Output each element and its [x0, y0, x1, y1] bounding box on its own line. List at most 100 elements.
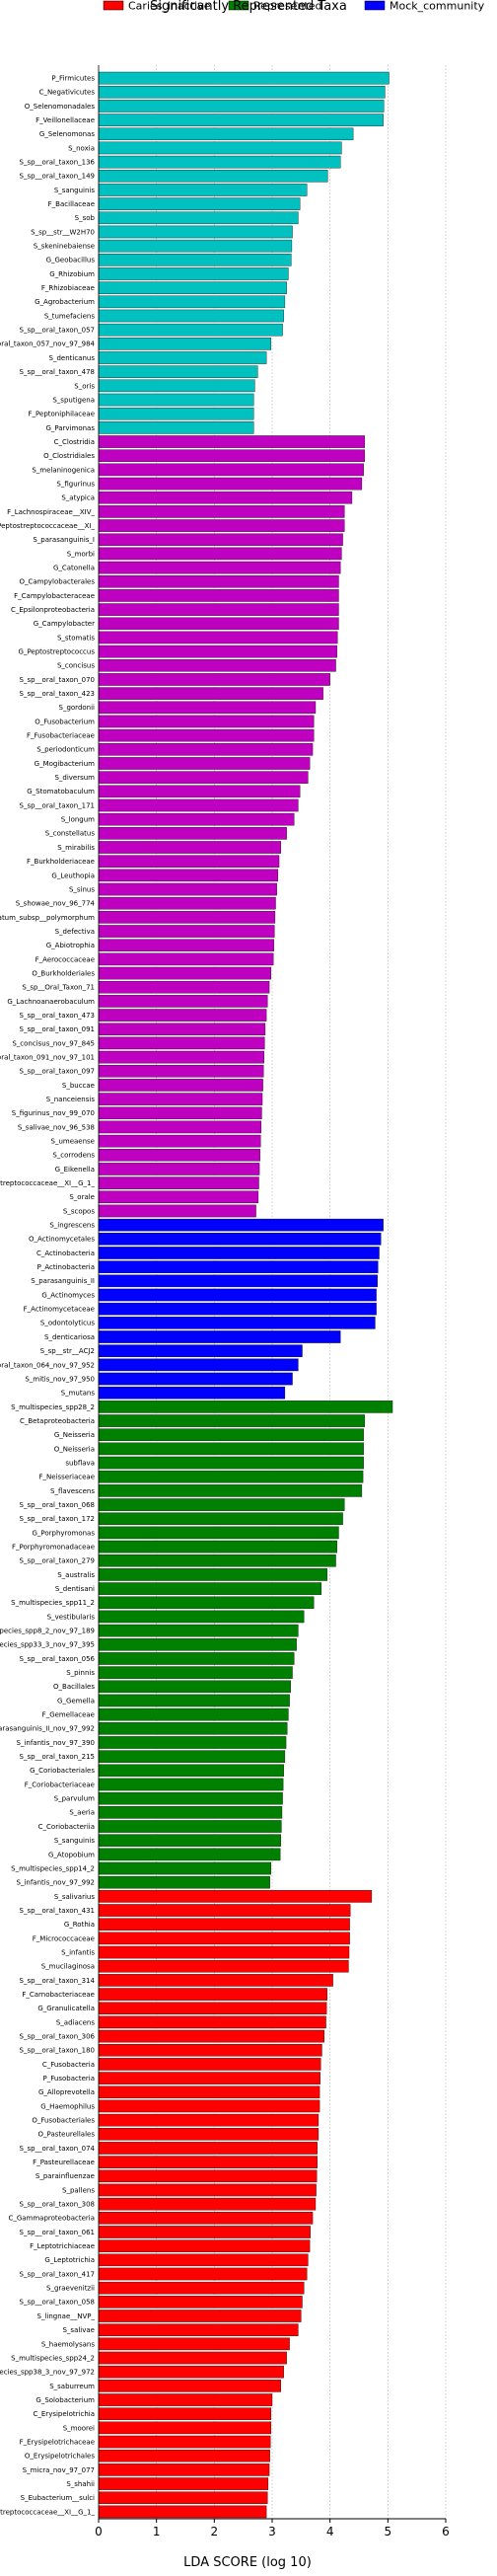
lda-bar	[98, 2281, 305, 2295]
taxon-label: G_Solobacterium	[36, 2396, 95, 2404]
lda-bar	[98, 267, 289, 280]
lda-bar	[98, 1820, 282, 1833]
taxon-label: F_Peptostreptococcaceae__XI__G_1_	[0, 1179, 95, 1187]
taxon-label: S_tumefaciens	[44, 312, 96, 320]
taxon-label: S_scopos	[63, 1207, 95, 1215]
lda-bar	[98, 254, 292, 266]
lda-bar	[98, 1386, 286, 1400]
taxon-label: S_parainfluenzae	[36, 2172, 95, 2180]
legend: Caries_inactive Represented Mock_community	[103, 0, 485, 13]
taxon-label: S_ingrescens	[49, 1222, 95, 1230]
taxon-label: G_Alloprevotella	[38, 2088, 95, 2096]
lda-bar	[98, 952, 274, 966]
taxon-label: G_Campylobacter	[34, 620, 95, 628]
taxon-label: S_salivae	[62, 2326, 95, 2334]
taxon-label: S_moorei	[63, 2424, 95, 2432]
taxon-label: S_multispecies_spp8_2_nov_97_189	[0, 1628, 95, 1635]
taxon-label: F_Lachnospiraceae__XIV_	[7, 508, 95, 516]
taxon-label: S_graevenitzii	[46, 2285, 95, 2293]
lda-bar	[98, 673, 330, 686]
lda-bar	[98, 980, 270, 994]
lda-bar	[98, 449, 366, 462]
bars	[98, 71, 393, 2519]
lda-bar	[98, 855, 280, 868]
lda-bar	[98, 1652, 295, 1665]
legend-label: Caries_inactive	[128, 0, 211, 13]
lda-bar	[98, 1163, 260, 1175]
lda-bar	[98, 1317, 376, 1329]
lda-bar	[98, 1750, 286, 1763]
lda-bar	[98, 1722, 288, 1735]
taxon-label: G_Catonella	[53, 564, 95, 571]
lda-bar	[98, 2351, 287, 2365]
lda-bar	[98, 2449, 270, 2462]
lda-bar	[98, 2365, 284, 2379]
taxon-label: S_longum	[61, 816, 95, 824]
taxon-label: S_sp__oral_taxon_215	[20, 1753, 95, 1761]
legend-swatch	[228, 0, 249, 11]
lda-bar	[98, 1134, 261, 1148]
lda-bar	[98, 995, 268, 1008]
lda-bar	[98, 687, 323, 700]
taxon-label: C_Coriobacteriia	[38, 1823, 95, 1831]
taxon-label: G_Porphyromonas	[32, 1529, 95, 1537]
lda-bar	[98, 114, 384, 126]
taxon-label: S_concisus	[57, 662, 95, 670]
lda-bar	[98, 1149, 260, 1162]
lda-bar	[98, 1666, 293, 1679]
taxon-label: S_mirabilis	[57, 844, 95, 852]
lda-bar	[98, 1945, 350, 1959]
lda-bar	[98, 841, 281, 854]
chart-title: Significantly Represented Taxa	[150, 0, 347, 14]
taxon-label: G_Leuthopia	[51, 871, 95, 879]
taxon-label: G_Stomatobaculum	[27, 788, 95, 796]
taxon-label: S_multispecies_spp33_3_nov_97_395	[0, 1641, 95, 1649]
taxon-label: S_oral_taxon_057_nov_97_984	[0, 341, 96, 348]
taxon-label: F_Peptostreptococcaceae__XI__G_1_	[0, 2508, 95, 2516]
lda-bar	[98, 2072, 320, 2084]
lda-bar	[98, 547, 342, 561]
lda-bar	[98, 2015, 326, 2029]
taxon-label: G_Geobacillus	[46, 257, 96, 265]
lda-bar	[98, 170, 328, 183]
x-axis-title: LDA SCORE (log 10)	[183, 2555, 312, 2570]
lda-bar	[98, 463, 364, 477]
taxon-label: S_lingnae__NVP_	[37, 2312, 96, 2320]
lda-bar	[98, 351, 267, 364]
lda-bar	[98, 2421, 272, 2435]
lda-bar	[98, 2253, 309, 2267]
taxon-label: G_Parvimonas	[45, 424, 95, 432]
taxon-label: S_showae_nov_96_774	[16, 900, 96, 908]
taxon-label: S_sp__oral_taxon_097	[20, 1068, 95, 1076]
lda-bar	[98, 184, 308, 196]
lda-bar	[98, 1694, 290, 1707]
lda-bar	[98, 1302, 377, 1316]
taxon-label: F_Campylobacteraceae	[14, 592, 95, 600]
lda-bar	[98, 1974, 333, 1987]
x-tick-label: 2	[211, 2525, 219, 2538]
lda-bar	[98, 2099, 320, 2113]
lda-bar	[98, 1764, 284, 1778]
taxon-label: S_sp__oral_taxon_070	[20, 676, 95, 684]
taxon-label: F_Porphyromonadaceae	[12, 1543, 95, 1551]
taxon-label: S_corrodens	[52, 1152, 95, 1160]
lda-bar	[98, 2393, 273, 2406]
lda-bar	[98, 2505, 267, 2519]
lda-bar	[98, 477, 363, 491]
taxon-label: O_Erysipelotrichales	[25, 2453, 95, 2461]
taxon-label: O_Burkholderiales	[32, 969, 95, 977]
taxon-label: G_Gemella	[57, 1697, 95, 1705]
taxon-label: S_sob	[75, 214, 96, 222]
taxon-label: F_Aerococcaceae	[36, 955, 95, 963]
lda-bar	[98, 338, 272, 350]
taxon-label: F_Bacillaceae	[48, 200, 95, 208]
lda-bar	[98, 155, 341, 169]
x-tick-label: 1	[153, 2525, 161, 2538]
taxon-label: F_Fusobacteriaceae	[27, 732, 95, 740]
lda-bar	[98, 2310, 302, 2322]
lda-bar	[98, 1260, 379, 1273]
taxon-label: S_denticanus	[49, 354, 96, 362]
taxon-label: S_parasanguinis_II_nov_97_992	[0, 1725, 95, 1733]
legend-swatch	[103, 0, 124, 11]
taxon-label: G_Neisseria	[54, 1431, 95, 1439]
